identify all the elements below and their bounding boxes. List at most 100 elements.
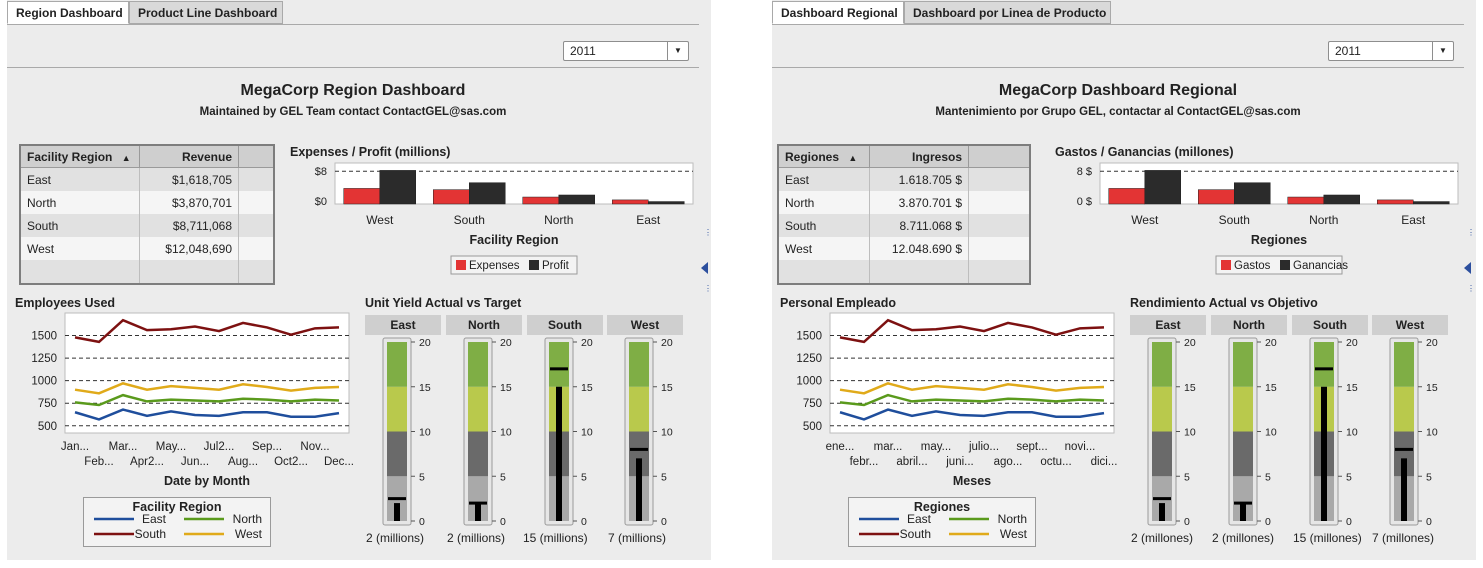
tab-region-dashboard[interactable]: Region Dashboard — [7, 1, 129, 24]
year-select[interactable]: 2011 ▼ — [563, 41, 689, 61]
column-header-filler — [238, 145, 274, 168]
table-row[interactable]: North 3.870.701 $ — [778, 191, 1031, 214]
cell-filler — [968, 191, 1031, 214]
legend-label: Gastos — [1234, 260, 1271, 272]
bar-profit — [1144, 170, 1181, 205]
gauge-tick-label: 10 — [419, 427, 431, 439]
y-tick-label: 8 $ — [1077, 166, 1092, 178]
sort-ascending-icon[interactable]: ▲ — [848, 152, 858, 163]
legend-label: Expenses — [469, 260, 520, 272]
tab-divider — [7, 24, 699, 25]
x-tick-label: South — [1219, 213, 1250, 227]
expenses-profit-chart[interactable]: 8 $ 0 $ West South North East Regiones Gastos Ga… — [1055, 160, 1465, 280]
column-header-revenue[interactable]: Revenue — [139, 145, 239, 168]
x-tick-label: West — [366, 213, 394, 227]
table-row[interactable]: South $8,711,068 — [20, 214, 275, 237]
x-axis-label: Facility Region — [470, 233, 559, 247]
year-select-value: 2011 — [1335, 44, 1361, 58]
y-tick-label: $8 — [315, 166, 327, 178]
gauge-actual-bar — [1401, 458, 1407, 521]
y-tick-label: 1000 — [31, 376, 57, 388]
gauge-tick-label: 5 — [419, 471, 425, 483]
x-tick-label: Sep... — [252, 441, 282, 453]
gauge-band — [1233, 386, 1253, 432]
y-tick-label: 1250 — [31, 353, 57, 365]
line-series-north — [74, 393, 340, 407]
gauge-tick-label: 15 — [500, 382, 512, 394]
gauge-target-marker — [1234, 501, 1252, 505]
cell-region: West — [20, 237, 140, 260]
gauge-band — [1394, 386, 1414, 432]
revenue-table: Regiones ▲ Ingresos East 1.618.705 $ Nort… — [777, 144, 1031, 285]
gauge-caption-north: 2 (millions) — [447, 531, 506, 545]
table-row[interactable]: South 8.711.068 $ — [778, 214, 1031, 237]
column-header-region[interactable]: Facility Region ▲ — [20, 145, 140, 168]
column-header-region[interactable]: Regiones ▲ — [778, 145, 870, 168]
gauge-tick-label: 5 — [1265, 471, 1271, 483]
gauge-band — [1233, 431, 1253, 477]
tab-dashboard-linea-producto[interactable]: Dashboard por Linea de Producto — [904, 1, 1111, 24]
gauge-band — [387, 342, 407, 387]
collapse-left-icon[interactable] — [701, 262, 708, 274]
gauge-actual-bar — [556, 386, 562, 521]
gauge-band — [468, 476, 488, 521]
cell-filler — [968, 167, 1031, 191]
cell-empty — [778, 260, 870, 284]
gauge-band — [1394, 431, 1414, 477]
bar-expenses — [612, 199, 649, 205]
bar-chart-title: Expenses / Profit (millions) — [290, 145, 451, 159]
splitter-grip-icon[interactable]: ⋮ — [704, 284, 712, 293]
gauge-tick-label: 20 — [581, 337, 593, 349]
x-tick-label: abril... — [896, 456, 927, 468]
expenses-profit-chart[interactable]: $8 $0 West South North East Facility Region Exp… — [290, 160, 700, 280]
header-divider — [772, 67, 1464, 68]
unit-yield-gauges[interactable]: 0 5 10 15 20 0 5 10 15 20 0 5 10 15 20 0 5 10 15 20 — [1130, 335, 1460, 529]
year-select[interactable]: 2011 ▼ — [1328, 41, 1454, 61]
gauge-actual-bar — [636, 458, 642, 521]
tab-dashboard-regional[interactable]: Dashboard Regional — [772, 1, 904, 24]
gauge-band — [1233, 342, 1253, 387]
line-series-south — [839, 318, 1105, 344]
y-tick-label: 1500 — [796, 331, 822, 343]
chevron-down-icon[interactable]: ▼ — [1432, 42, 1453, 60]
x-tick-label: novi... — [1065, 441, 1096, 453]
gauge-tick-label: 0 — [1265, 516, 1271, 528]
table-row[interactable]: North $3,870,701 — [20, 191, 275, 214]
x-tick-label: ene... — [826, 441, 855, 453]
gauge-tick-label: 20 — [1426, 337, 1438, 349]
employees-line-chart[interactable]: 500 750 1000 1250 1500 Jan... Mar... May... Jul2… — [15, 310, 355, 490]
sort-ascending-icon[interactable]: ▲ — [121, 152, 131, 163]
gauge-target-marker — [550, 367, 568, 371]
employees-line-chart[interactable]: 500 750 1000 1250 1500 ene... mar... may... juli… — [780, 310, 1120, 490]
x-tick-label: Jun... — [181, 456, 209, 468]
gauge-target-marker — [1395, 447, 1413, 451]
gauge-band — [549, 342, 569, 387]
table-row[interactable]: East $1,618,705 — [20, 167, 275, 191]
bar-chart-title: Gastos / Ganancias (millones) — [1055, 145, 1234, 159]
x-axis-label: Date by Month — [164, 474, 250, 488]
bar-legend — [450, 255, 578, 275]
chevron-down-icon[interactable]: ▼ — [667, 42, 688, 60]
bar-profit — [1323, 194, 1360, 205]
x-tick-label: East — [636, 213, 661, 227]
gauge-tick-label: 15 — [1426, 382, 1438, 394]
tab-product-line-dashboard[interactable]: Product Line Dashboard — [129, 1, 283, 24]
column-header-revenue[interactable]: Ingresos — [869, 145, 969, 168]
gauge-tick-label: 0 — [1426, 516, 1432, 528]
cell-region: South — [778, 214, 870, 237]
collapse-left-icon[interactable] — [1464, 262, 1471, 274]
table-row[interactable]: West 12.048.690 $ — [778, 237, 1031, 260]
x-axis-label: Regiones — [1251, 233, 1307, 247]
table-row-empty — [20, 260, 275, 284]
splitter-grip-icon[interactable]: ⋮ — [1467, 284, 1475, 293]
table-row[interactable]: East 1.618.705 $ — [778, 167, 1031, 191]
line-series-east — [74, 408, 340, 421]
cell-empty — [869, 260, 969, 284]
gauge-band — [1152, 342, 1172, 387]
unit-yield-gauges[interactable]: 0 5 10 15 20 0 5 10 15 20 0 5 10 15 20 0 5 10 15 20 — [365, 335, 695, 529]
bar-expenses — [1108, 188, 1145, 205]
splitter-grip-icon[interactable]: ⋮ — [1467, 228, 1475, 237]
table-row[interactable]: West $12,048,690 — [20, 237, 275, 260]
bar-expenses — [433, 189, 470, 205]
splitter-grip-icon[interactable]: ⋮ — [704, 228, 712, 237]
